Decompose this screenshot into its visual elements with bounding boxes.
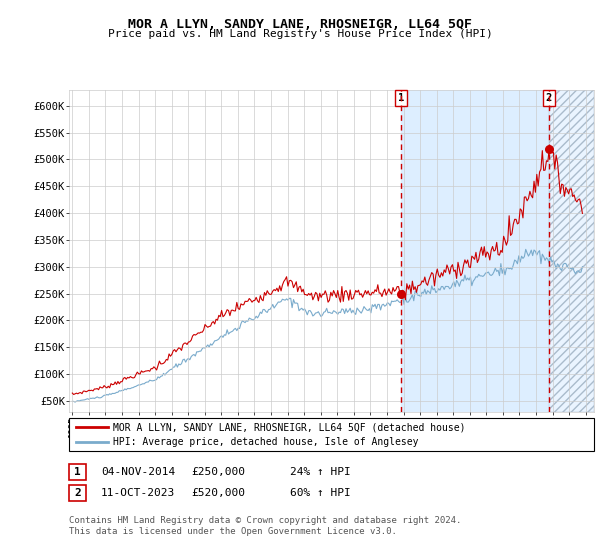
Text: 60% ↑ HPI: 60% ↑ HPI (290, 488, 350, 498)
Text: Price paid vs. HM Land Registry's House Price Index (HPI): Price paid vs. HM Land Registry's House … (107, 29, 493, 39)
Bar (401, 90, 549, 412)
Text: HPI: Average price, detached house, Isle of Anglesey: HPI: Average price, detached house, Isle… (113, 437, 418, 447)
Text: 2: 2 (74, 488, 81, 498)
Text: 2: 2 (546, 93, 552, 103)
Text: 04-NOV-2014: 04-NOV-2014 (101, 467, 175, 477)
Text: £250,000: £250,000 (191, 467, 245, 477)
Text: 1: 1 (398, 93, 404, 103)
Point (396, 289, 406, 298)
Text: £520,000: £520,000 (191, 488, 245, 498)
Text: MOR A LLYN, SANDY LANE, RHOSNEIGR, LL64 5QF (detached house): MOR A LLYN, SANDY LANE, RHOSNEIGR, LL64 … (113, 422, 466, 432)
Bar (549, 90, 594, 412)
Text: 11-OCT-2023: 11-OCT-2023 (101, 488, 175, 498)
Text: 24% ↑ HPI: 24% ↑ HPI (290, 467, 350, 477)
Text: 1: 1 (74, 467, 81, 477)
Text: MOR A LLYN, SANDY LANE, RHOSNEIGR, LL64 5QF: MOR A LLYN, SANDY LANE, RHOSNEIGR, LL64 … (128, 18, 472, 31)
Text: Contains HM Land Registry data © Crown copyright and database right 2024.
This d: Contains HM Land Registry data © Crown c… (69, 516, 461, 536)
Point (544, 144, 554, 153)
Bar (549, 90, 594, 412)
